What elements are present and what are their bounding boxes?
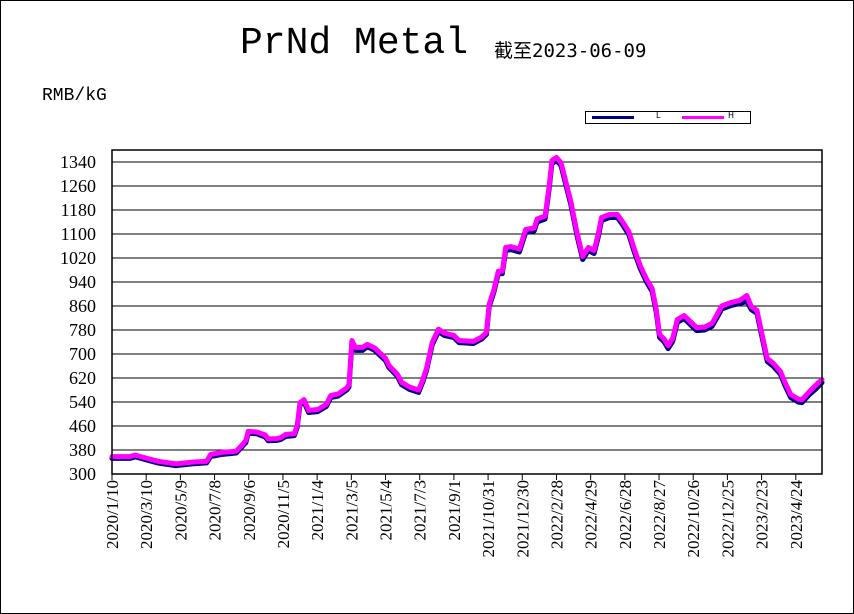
x-tick-label: 2022/12/25 [718, 480, 737, 557]
y-tick-label: 940 [69, 272, 96, 292]
y-tick-label: 300 [69, 464, 96, 484]
y-tick-label: 1260 [60, 176, 96, 196]
y-tick-label: 1020 [60, 248, 96, 268]
plot-area-border [111, 149, 823, 475]
y-tick-label: 860 [69, 296, 96, 316]
chart-subtitle: 截至2023-06-09 [494, 40, 647, 62]
y-axis-unit-label: RMB/kG [42, 86, 107, 106]
x-tick-label: 2021/7/3 [411, 480, 430, 540]
x-tick-label: 2021/12/30 [513, 480, 532, 557]
x-tick-label: 2020/3/10 [137, 480, 156, 549]
y-tick-label: 1100 [61, 224, 96, 244]
x-tick-label: 2022/4/29 [582, 480, 601, 549]
x-tick-label: 2021/10/31 [479, 480, 498, 557]
x-tick-label: 2023/4/24 [787, 480, 806, 549]
x-tick-label: 2020/7/8 [206, 480, 225, 540]
x-tick-label: 2022/6/28 [616, 480, 635, 549]
x-tick-label: 2020/1/10 [103, 480, 122, 549]
y-tick-label: 380 [69, 440, 96, 460]
series-layer [109, 155, 825, 469]
x-tick-label: 2020/5/9 [171, 480, 190, 540]
x-axis-ticks: 2020/1/10 2020/3/10 2020/5/9 2020/7/8 2020/9… [103, 474, 806, 557]
x-tick-label: 2022/2/28 [547, 480, 566, 549]
x-tick-label: 2021/9/1 [445, 480, 464, 540]
x-tick-label: 2022/10/26 [684, 480, 703, 557]
y-tick-label: 620 [69, 368, 96, 388]
x-tick-label: 2021/5/4 [377, 480, 396, 541]
y-axis-ticks: 300 380 460 540 620 700 780 860 940 1020 1100 1180 1… [60, 152, 96, 484]
legend-label-h: H [728, 111, 735, 120]
chart-title: PrNd Metal [240, 22, 469, 65]
y-tick-label: 700 [69, 344, 96, 364]
legend: L H [585, 111, 751, 124]
legend-label-l: L [656, 111, 661, 120]
y-tick-label: 780 [69, 320, 96, 340]
x-tick-label: 2023/2/23 [753, 480, 772, 549]
x-tick-label: 2021/3/5 [342, 480, 361, 540]
x-tick-label: 2020/11/5 [274, 480, 293, 548]
x-tick-label: 2020/9/6 [240, 480, 259, 540]
legend-swatch-h [682, 116, 724, 119]
y-tick-label: 460 [69, 416, 96, 436]
y-tick-label: 1340 [60, 152, 96, 172]
y-tick-label: 540 [69, 392, 96, 412]
grid-layer [112, 161, 822, 451]
x-tick-label: 2022/8/27 [650, 480, 669, 549]
x-tick-label: 2021/1/4 [308, 480, 327, 541]
legend-swatch-l [592, 116, 634, 119]
y-tick-label: 1180 [61, 200, 96, 220]
series-line-h [109, 155, 825, 467]
